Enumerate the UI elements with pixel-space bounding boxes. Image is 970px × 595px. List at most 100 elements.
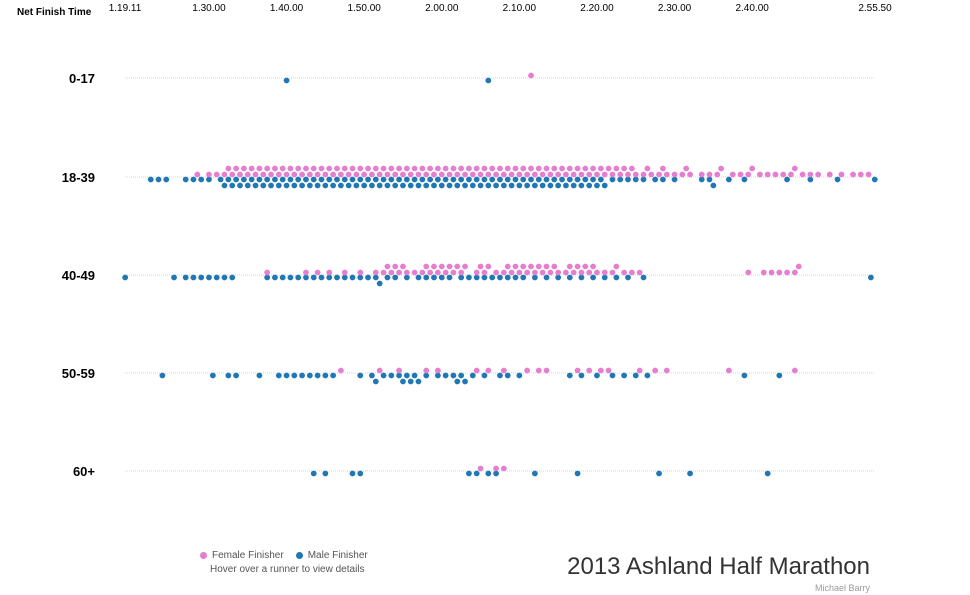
female-finisher-dot[interactable] (396, 269, 402, 276)
male-finisher-dot[interactable] (469, 182, 476, 189)
male-finisher-dot[interactable] (314, 182, 321, 189)
male-finisher-dot[interactable] (213, 274, 220, 281)
female-finisher-dot[interactable] (427, 269, 434, 276)
male-finisher-dot[interactable] (407, 378, 414, 385)
male-finisher-dot[interactable] (283, 372, 290, 379)
male-finisher-dot[interactable] (272, 274, 278, 281)
female-finisher-dot[interactable] (757, 171, 763, 178)
male-finisher-dot[interactable] (462, 182, 468, 189)
female-finisher-dot[interactable] (462, 263, 468, 270)
female-finisher-dot[interactable] (531, 269, 538, 276)
female-finisher-dot[interactable] (791, 165, 798, 172)
female-finisher-dot[interactable] (221, 171, 228, 178)
male-finisher-dot[interactable] (369, 372, 375, 379)
male-finisher-dot[interactable] (221, 274, 228, 281)
female-finisher-dot[interactable] (431, 263, 437, 270)
female-finisher-dot[interactable] (283, 171, 290, 178)
male-finisher-dot[interactable] (512, 176, 519, 183)
female-finisher-dot[interactable] (380, 269, 387, 276)
female-finisher-dot[interactable] (586, 269, 593, 276)
male-finisher-dot[interactable] (508, 182, 515, 189)
female-finisher-dot[interactable] (264, 165, 271, 172)
male-finisher-dot[interactable] (555, 182, 562, 189)
male-finisher-dot[interactable] (640, 274, 647, 281)
female-finisher-dot[interactable] (357, 165, 364, 172)
male-finisher-dot[interactable] (586, 182, 593, 189)
male-finisher-dot[interactable] (322, 372, 329, 379)
male-finisher-dot[interactable] (209, 372, 216, 379)
female-finisher-dot[interactable] (322, 171, 329, 178)
female-finisher-dot[interactable] (617, 171, 624, 178)
male-finisher-dot[interactable] (318, 274, 325, 281)
female-finisher-dot[interactable] (563, 171, 569, 178)
female-finisher-dot[interactable] (528, 165, 534, 172)
male-finisher-dot[interactable] (438, 182, 445, 189)
male-finisher-dot[interactable] (206, 176, 212, 183)
male-finisher-dot[interactable] (244, 182, 251, 189)
male-finisher-dot[interactable] (400, 182, 406, 189)
male-finisher-dot[interactable] (574, 470, 581, 477)
female-finisher-dot[interactable] (423, 263, 430, 270)
female-finisher-dot[interactable] (477, 465, 484, 472)
female-finisher-dot[interactable] (578, 269, 585, 276)
female-finisher-dot[interactable] (663, 171, 670, 178)
female-finisher-dot[interactable] (392, 171, 399, 178)
male-finisher-dot[interactable] (272, 176, 278, 183)
female-finisher-dot[interactable] (275, 171, 282, 178)
female-finisher-dot[interactable] (850, 171, 856, 178)
male-finisher-dot[interactable] (520, 274, 527, 281)
female-finisher-dot[interactable] (497, 165, 503, 172)
male-finisher-dot[interactable] (403, 372, 410, 379)
male-finisher-dot[interactable] (182, 176, 189, 183)
female-finisher-dot[interactable] (718, 165, 725, 172)
female-finisher-dot[interactable] (508, 269, 515, 276)
male-finisher-dot[interactable] (256, 176, 263, 183)
male-finisher-dot[interactable] (295, 176, 302, 183)
female-finisher-dot[interactable] (493, 269, 499, 276)
female-finisher-dot[interactable] (415, 171, 422, 178)
male-finisher-dot[interactable] (357, 372, 364, 379)
female-finisher-dot[interactable] (388, 269, 395, 276)
male-finisher-dot[interactable] (497, 176, 503, 183)
female-finisher-dot[interactable] (609, 269, 616, 276)
male-finisher-dot[interactable] (493, 182, 499, 189)
female-finisher-dot[interactable] (838, 171, 845, 178)
female-finisher-dot[interactable] (454, 171, 461, 178)
female-finisher-dot[interactable] (791, 269, 798, 276)
male-finisher-dot[interactable] (566, 274, 573, 281)
male-finisher-dot[interactable] (275, 372, 282, 379)
male-finisher-dot[interactable] (233, 176, 240, 183)
female-finisher-dot[interactable] (388, 165, 395, 172)
female-finisher-dot[interactable] (326, 165, 333, 172)
male-finisher-dot[interactable] (190, 176, 197, 183)
female-finisher-dot[interactable] (539, 269, 546, 276)
male-finisher-dot[interactable] (566, 372, 573, 379)
female-finisher-dot[interactable] (625, 171, 631, 178)
male-finisher-dot[interactable] (504, 176, 511, 183)
male-finisher-dot[interactable] (434, 372, 441, 379)
female-finisher-dot[interactable] (458, 269, 465, 276)
female-finisher-dot[interactable] (601, 171, 608, 178)
female-finisher-dot[interactable] (485, 263, 492, 270)
male-finisher-dot[interactable] (462, 378, 468, 385)
male-finisher-dot[interactable] (531, 470, 538, 477)
female-finisher-dot[interactable] (566, 263, 573, 270)
male-finisher-dot[interactable] (442, 372, 449, 379)
female-finisher-dot[interactable] (524, 171, 531, 178)
male-finisher-dot[interactable] (485, 182, 492, 189)
female-finisher-dot[interactable] (314, 269, 321, 276)
male-finisher-dot[interactable] (458, 372, 465, 379)
male-finisher-dot[interactable] (303, 176, 309, 183)
female-finisher-dot[interactable] (679, 171, 686, 178)
male-finisher-dot[interactable] (310, 470, 317, 477)
male-finisher-dot[interactable] (431, 182, 437, 189)
male-finisher-dot[interactable] (466, 176, 472, 183)
female-finisher-dot[interactable] (516, 269, 523, 276)
female-finisher-dot[interactable] (314, 171, 321, 178)
female-finisher-dot[interactable] (233, 165, 240, 172)
female-finisher-dot[interactable] (706, 171, 713, 178)
male-finisher-dot[interactable] (834, 176, 841, 183)
female-finisher-dot[interactable] (213, 171, 220, 178)
male-finisher-dot[interactable] (403, 274, 410, 281)
male-finisher-dot[interactable] (594, 182, 600, 189)
